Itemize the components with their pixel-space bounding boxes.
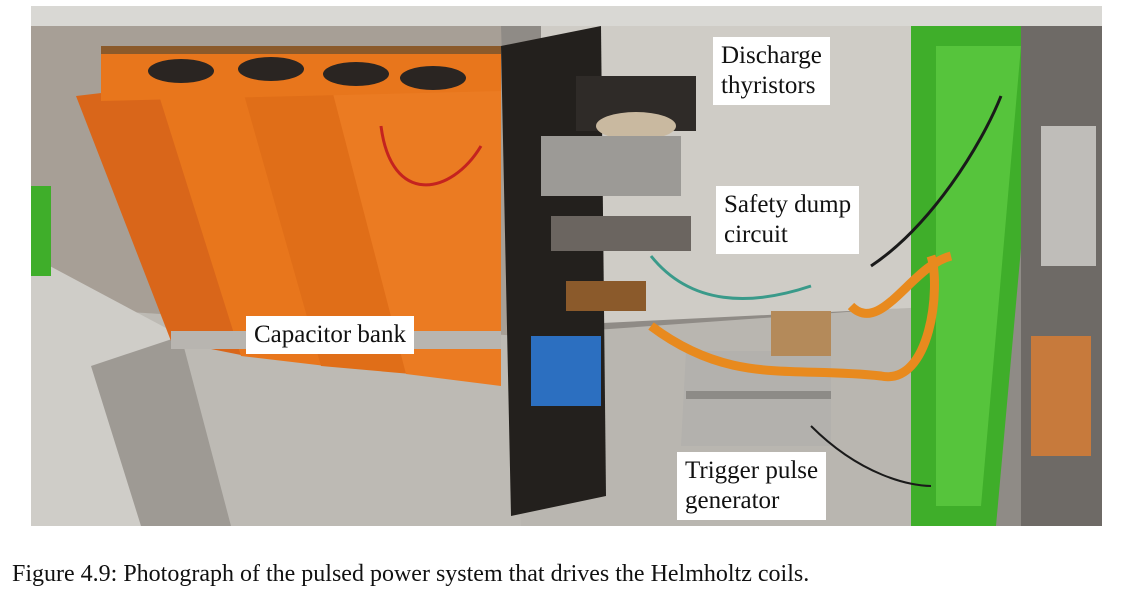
pulsed-power-photo <box>31 6 1102 526</box>
discharge-thyristors-label: Discharge thyristors <box>713 37 830 105</box>
door-edge <box>91 336 231 526</box>
trigger-pulse-generator-label: Trigger pulse generator <box>677 452 827 520</box>
capacitor-bank-text: Capacitor bank <box>254 321 407 348</box>
copper-foil <box>1031 336 1091 456</box>
top-panel <box>31 6 1102 26</box>
discharge-thyristors-line-1: Discharge <box>721 42 822 69</box>
green-frame-left <box>31 186 51 276</box>
green-frame-highlight <box>936 46 1021 506</box>
safety-dump-line-2: circuit <box>724 221 788 248</box>
dump-resistor <box>566 281 646 311</box>
black-cable <box>870 95 1003 268</box>
capacitor-bank-label: Capacitor bank <box>246 316 415 354</box>
trigger-pulse-line-2: generator <box>685 487 780 514</box>
discharge-thyristors-line-2: thyristors <box>721 72 816 99</box>
foil-wrap <box>1041 126 1096 266</box>
orange-hose <box>648 254 939 382</box>
teal-wire <box>649 255 812 300</box>
safety-dump-line-1: Safety dump <box>724 191 852 218</box>
capacitor-bank <box>76 46 501 386</box>
dump-circuit-board <box>551 216 691 251</box>
figure-caption: Figure 4.9: Photograph of the pulsed pow… <box>12 561 810 587</box>
transformer <box>771 311 831 356</box>
blue-component <box>531 336 601 406</box>
trigger-pulse-line-1: Trigger pulse <box>685 457 819 484</box>
heatsink <box>541 136 681 196</box>
red-wire <box>379 125 483 187</box>
safety-dump-circuit-label: Safety dump circuit <box>716 186 860 254</box>
